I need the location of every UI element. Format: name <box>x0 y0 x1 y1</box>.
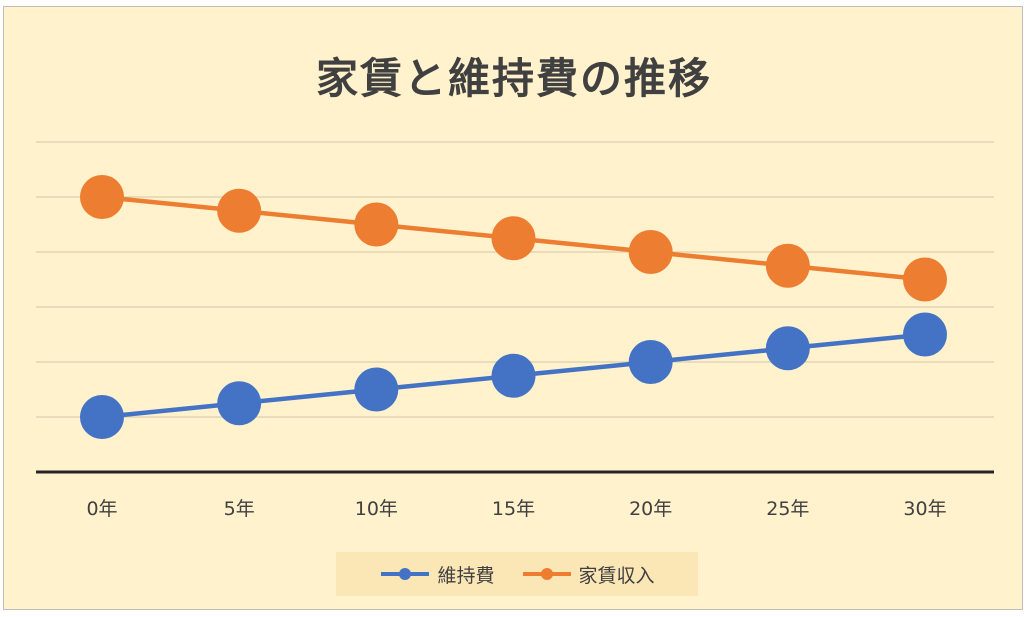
data-point <box>491 216 536 261</box>
data-point <box>903 312 947 357</box>
x-tick-label: 25年 <box>766 498 809 520</box>
legend-entry: 家賃収入 <box>521 561 655 588</box>
data-point <box>765 243 810 288</box>
x-tick-label: 20年 <box>629 498 672 520</box>
chart-title: 家賃と維持費の推移 <box>315 54 712 103</box>
legend: 維持費 家賃収入 <box>336 552 698 596</box>
legend-label: 維持費 <box>437 564 495 587</box>
data-point <box>354 367 399 412</box>
x-tick-label: 10年 <box>355 498 398 520</box>
data-point <box>217 381 262 426</box>
x-tick-label: 0年 <box>86 498 117 520</box>
plot-area: 0年 5年 10年 15年 20年 25年 30年 <box>36 141 994 520</box>
data-point <box>491 353 536 398</box>
x-tick-label: 5年 <box>224 498 255 520</box>
data-point <box>80 395 124 439</box>
x-tick-label: 30年 <box>903 498 946 520</box>
data-point <box>80 175 124 219</box>
legend-entry: 維持費 <box>379 561 495 588</box>
data-point <box>354 202 399 247</box>
legend-marker-icon <box>381 568 430 580</box>
data-point <box>765 326 810 371</box>
legend-marker-icon <box>522 568 571 580</box>
data-point <box>903 257 947 302</box>
data-point <box>628 230 673 274</box>
data-point <box>217 188 262 233</box>
x-tick-label: 15年 <box>492 498 535 520</box>
chart-area: 家賃と維持費の推移 0年 5年 10年 15年 20年 25年 30年 維持費 家賃収入 <box>3 6 1023 610</box>
legend-label: 家賃収入 <box>578 564 655 587</box>
data-point <box>628 340 673 384</box>
